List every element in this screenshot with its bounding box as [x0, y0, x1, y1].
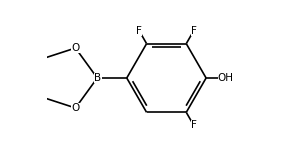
Text: B: B: [94, 73, 101, 83]
Text: O: O: [71, 103, 80, 113]
Text: OH: OH: [218, 73, 234, 83]
Text: F: F: [191, 120, 197, 130]
Text: F: F: [136, 26, 142, 36]
Text: O: O: [71, 43, 80, 53]
Text: F: F: [191, 26, 197, 36]
